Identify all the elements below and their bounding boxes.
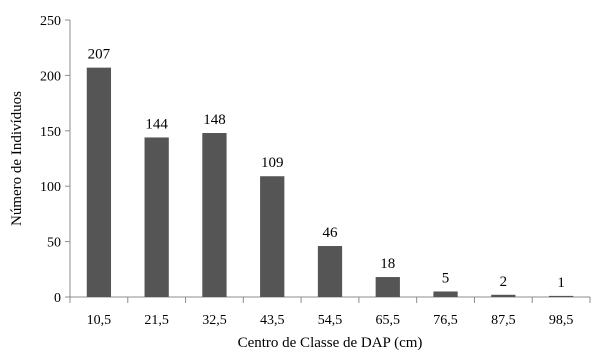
- data-label: 5: [442, 270, 450, 286]
- data-label: 1: [557, 275, 565, 291]
- bars: [86, 67, 574, 297]
- bar: [375, 277, 400, 297]
- y-axis: 0 50 100 150 200 250: [40, 14, 71, 306]
- y-tick-label: 200: [40, 69, 61, 84]
- x-tick-label: 32,5: [202, 313, 227, 328]
- y-tick-label: 50: [47, 236, 61, 251]
- data-labels: 207 144 148 109 46 18 5 2 1: [88, 47, 565, 291]
- bar: [491, 294, 516, 297]
- bar: [548, 295, 574, 297]
- x-tick-label: 10,5: [87, 313, 112, 328]
- x-tick-label: 21,5: [144, 313, 169, 328]
- x-tick-label: 65,5: [376, 313, 401, 328]
- x-tick-label: 76,5: [433, 313, 458, 328]
- y-tick-label: 100: [40, 180, 61, 195]
- bar: [144, 137, 169, 297]
- x-tick-label: 54,5: [318, 313, 343, 328]
- y-tick-label: 250: [40, 14, 61, 29]
- bar: [317, 246, 343, 297]
- bar: [260, 176, 285, 297]
- data-label: 46: [323, 225, 339, 241]
- bar: [86, 67, 112, 297]
- data-label: 207: [88, 47, 111, 63]
- x-tick-label: 43,5: [260, 313, 285, 328]
- data-label: 148: [203, 112, 226, 128]
- y-tick-label: 150: [40, 125, 61, 140]
- x-axis: 10,5 21,5 32,5 43,5 54,5 65,5 76,5 87,5 98,5: [69, 296, 591, 328]
- bar: [202, 133, 227, 297]
- data-label: 18: [380, 256, 395, 272]
- y-tick-label: 0: [54, 291, 61, 306]
- data-label: 109: [261, 155, 284, 171]
- x-tick-label: 87,5: [491, 313, 516, 328]
- x-tick-label: 98,5: [549, 313, 574, 328]
- y-axis-title: Número de Indivíduos: [9, 91, 25, 226]
- data-label: 144: [145, 116, 168, 132]
- bar: [433, 291, 458, 297]
- x-axis-title: Centro de Classe de DAP (cm): [238, 335, 423, 351]
- data-label: 2: [500, 274, 508, 290]
